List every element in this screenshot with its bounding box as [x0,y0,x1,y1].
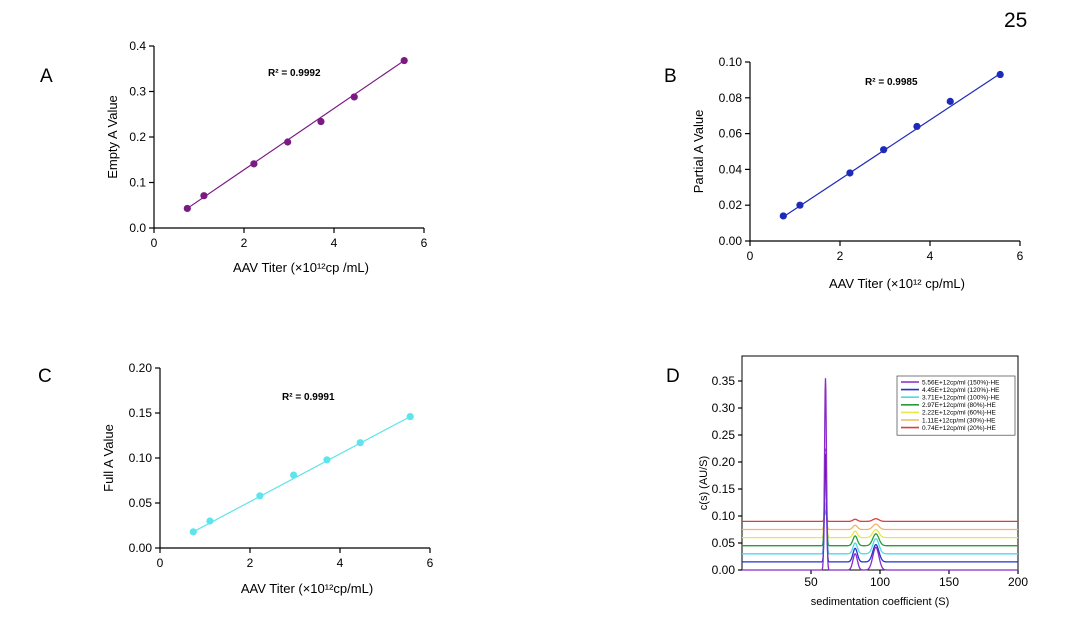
y-tick-label: 0.05 [129,496,153,510]
series-line [742,509,1018,523]
y-axis-title-d: c(s) (AU/S) [698,456,710,510]
y-tick-label: 0.15 [129,406,153,420]
x-tick-label: 200 [1008,575,1028,589]
y-axis-title-b: Partial A Value [691,110,706,194]
y-tick-label: 0.30 [712,401,736,415]
y-tick-label: 0.15 [712,482,736,496]
data-point-a [284,138,292,146]
series-line [742,378,1018,571]
x-tick-label: 50 [804,575,818,589]
data-point-a [350,93,358,101]
legend-box [896,375,1016,436]
y-tick-label: 0.00 [129,541,153,555]
data-point-b [880,146,888,154]
y-tick-label: 0.20 [712,455,736,469]
data-point-a [400,56,408,65]
fit-line-a [186,60,405,209]
y-tick-label: 0.10 [712,509,736,523]
y-tick-label: 0.10 [719,55,743,69]
data-point-b [846,169,854,177]
r-squared-label-b: R² = 0.9985 [865,77,918,88]
x-tick-label: 6 [421,236,428,250]
y-tick-label: 0.08 [719,91,743,105]
panel-letter-d: D [666,366,680,387]
legend-entry: 3.71E+12cp/ml (100%)-HE [922,395,1000,402]
x-tick-label: 2 [241,236,248,250]
x-axis-title-b: AAV Titer (×10¹² cp/mL) [829,276,965,291]
y-tick-label: 0.25 [712,428,736,442]
legend-entry: 2.22E+12cp/ml (60%)-HE [922,410,997,417]
x-tick-label: 6 [427,556,434,570]
x-tick-label: 6 [1017,249,1024,263]
x-tick-label: 0 [157,556,164,570]
x-tick-label: 4 [331,236,338,250]
panel-letter-b: B [664,66,677,87]
x-axis-title-d: sedimentation coefficient (S) [811,596,950,608]
y-tick-label: 0.04 [719,162,743,176]
x-tick-label: 4 [337,556,344,570]
data-point-c [356,439,364,447]
y-tick-label: 0.00 [712,563,736,577]
data-point-c [406,413,414,421]
series-line [742,453,1018,563]
data-point-b [779,212,787,220]
y-tick-label: 0.00 [719,234,743,248]
data-point-a [200,192,208,200]
y-tick-label: 0.1 [129,176,146,190]
y-tick-label: 0.4 [129,39,146,53]
series-line [742,448,1018,547]
series-line [742,478,1018,539]
data-point-a [183,204,191,213]
panel-letter-a: A [40,66,53,87]
y-tick-label: 0.3 [129,85,146,99]
x-tick-label: 100 [870,575,890,589]
x-tick-label: 2 [247,556,254,570]
y-tick-label: 0.02 [719,198,743,212]
y-tick-label: 0.2 [129,130,146,144]
y-tick-label: 0.10 [129,451,153,465]
x-axis-title-a: AAV Titer (×10¹²cp /mL) [233,260,369,275]
y-axis-title-c: Full A Value [101,424,116,492]
y-tick-label: 0.0 [129,221,146,235]
data-point-c [206,517,214,525]
y-tick-label: 0.35 [712,374,736,388]
data-point-a [317,117,325,126]
series-line [742,502,1018,531]
data-point-c [256,492,264,500]
fit-line-b [782,73,1001,218]
legend-entry: 5.56E+12cp/ml (150%)-HE [922,379,1000,386]
y-tick-label: 0.06 [719,127,743,141]
r-squared-label-a: R² = 0.9992 [268,68,321,79]
legend-entry: 2.97E+12cp/ml (80%)-HE [922,402,997,409]
legend-entry: 4.45E+12cp/ml (120%)-HE [922,387,1000,394]
y-axis-title-a: Empty A Value [105,95,120,179]
legend-entry: 1.11E+12cp/ml (30%)-HE [922,417,996,424]
x-tick-label: 2 [837,249,844,263]
data-point-c [323,456,331,464]
x-tick-label: 0 [151,236,158,250]
y-tick-label: 0.05 [712,536,736,550]
data-point-a [250,160,258,168]
data-point-b [946,97,954,105]
data-point-b [796,201,804,209]
data-point-b [996,70,1004,79]
data-point-c [290,471,298,479]
x-tick-label: 150 [939,575,959,589]
x-tick-label: 0 [747,249,754,263]
x-axis-title-c: AAV Titer (×10¹²cp/mL) [241,581,373,596]
data-point-b [913,122,921,131]
x-tick-label: 4 [927,249,934,263]
y-tick-label: 0.20 [129,361,153,375]
fit-line-c [193,416,411,533]
r-squared-label-c: R² = 0.9991 [282,392,335,403]
series-line [742,451,1018,555]
data-point-c [189,528,197,536]
panel-letter-c: C [38,366,52,387]
legend-entry: 0.74E+12cp/ml (20%)-HE [922,425,997,432]
page-number: 25 [1004,9,1028,32]
